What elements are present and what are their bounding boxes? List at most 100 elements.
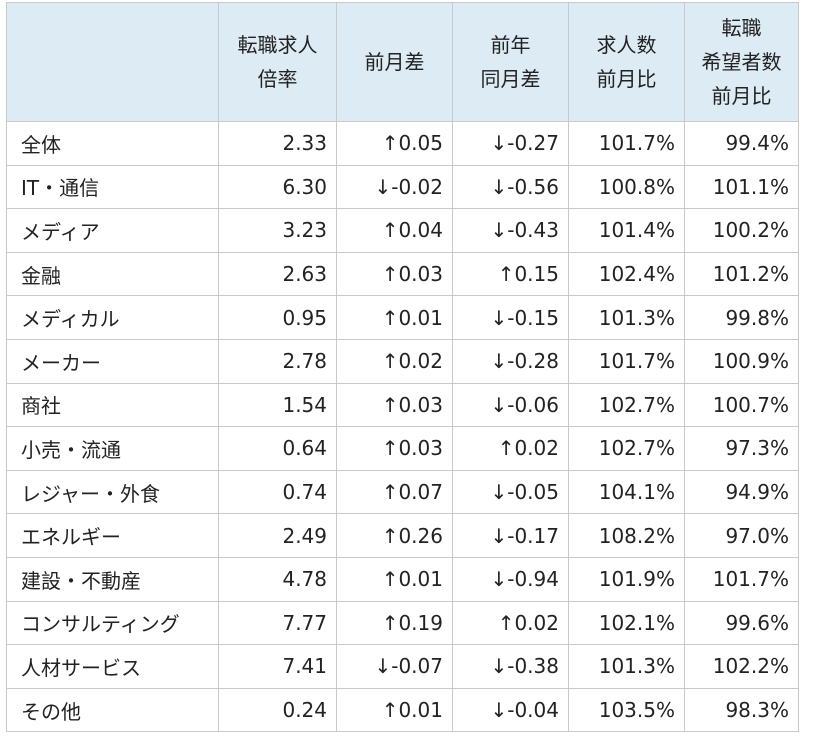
- cell-seekers: 97.3%: [684, 426, 799, 471]
- header-jobs: 求人数 前月比: [568, 2, 685, 122]
- cell-jobs: 102.7%: [568, 426, 685, 471]
- cell-industry: IT・通信: [6, 164, 219, 210]
- cell-mom: ↑0.07: [336, 469, 453, 515]
- cell-mom: ↑0.02: [336, 338, 453, 384]
- cell-yoy: ↓-0.06: [452, 382, 569, 428]
- cell-ratio: 2.63: [218, 251, 337, 297]
- header-mom: 前月差: [336, 2, 453, 122]
- cell-seekers: 99.6%: [684, 600, 799, 646]
- cell-jobs: 101.7%: [568, 338, 685, 384]
- table-row: 人材サービス 7.41 ↓-0.07 ↓-0.38 101.3% 102.2%: [6, 644, 799, 689]
- table-row: エネルギー 2.49 ↑0.26 ↓-0.17 108.2% 97.0%: [6, 513, 799, 558]
- cell-industry: メーカー: [6, 338, 219, 384]
- header-ratio-line-2: 倍率: [257, 67, 298, 91]
- table-row: コンサルティング 7.77 ↑0.19 ↑0.02 102.1% 99.6%: [6, 600, 799, 646]
- cell-seekers: 102.2%: [684, 644, 799, 689]
- cell-jobs: 101.3%: [568, 295, 685, 340]
- header-yoy-line-2: 同月差: [480, 67, 541, 91]
- cell-ratio: 0.24: [218, 687, 337, 733]
- cell-seekers: 97.0%: [684, 513, 799, 558]
- header-seekers: 転職 希望者数 前月比: [684, 2, 799, 122]
- header-ratio-line-1: 転職求人: [237, 33, 318, 57]
- cell-yoy: ↓-0.04: [452, 687, 569, 733]
- cell-yoy: ↓-0.17: [452, 513, 569, 558]
- cell-mom: ↑0.03: [336, 382, 453, 428]
- table-row: メディカル 0.95 ↑0.01 ↓-0.15 101.3% 99.8%: [6, 295, 799, 340]
- cell-seekers: 99.8%: [684, 295, 799, 340]
- cell-mom: ↑0.26: [336, 513, 453, 558]
- cell-jobs: 102.7%: [568, 382, 685, 428]
- cell-seekers: 94.9%: [684, 469, 799, 515]
- cell-mom: ↑0.01: [336, 687, 453, 733]
- cell-ratio: 1.54: [218, 382, 337, 428]
- header-seekers-line-3: 前月比: [711, 84, 772, 108]
- cell-ratio: 7.41: [218, 644, 337, 689]
- cell-yoy: ↑0.02: [452, 600, 569, 646]
- table-body: 全体 2.33 ↑0.05 ↓-0.27 101.7% 99.4% IT・通信 …: [6, 121, 799, 733]
- cell-yoy: ↓-0.28: [452, 338, 569, 384]
- header-ratio: 転職求人 倍率: [218, 2, 337, 122]
- cell-jobs: 100.8%: [568, 164, 685, 210]
- cell-jobs: 101.9%: [568, 556, 685, 602]
- cell-seekers: 99.4%: [684, 121, 799, 166]
- cell-industry: メディカル: [6, 295, 219, 340]
- table-row: IT・通信 6.30 ↓-0.02 ↓-0.56 100.8% 101.1%: [6, 164, 799, 210]
- cell-industry: コンサルティング: [6, 600, 219, 646]
- header-industry: [6, 2, 219, 122]
- cell-yoy: ↓-0.15: [452, 295, 569, 340]
- table-row: 商社 1.54 ↑0.03 ↓-0.06 102.7% 100.7%: [6, 382, 799, 428]
- cell-seekers: 100.7%: [684, 382, 799, 428]
- cell-yoy: ↓-0.27: [452, 121, 569, 166]
- cell-yoy: ↓-0.05: [452, 469, 569, 515]
- cell-mom: ↑0.04: [336, 208, 453, 253]
- header-mom-line-1: 前月差: [364, 50, 425, 74]
- cell-yoy: ↓-0.56: [452, 164, 569, 210]
- header-seekers-line-1: 転職: [721, 16, 762, 40]
- table-row: 全体 2.33 ↑0.05 ↓-0.27 101.7% 99.4%: [6, 121, 799, 166]
- cell-ratio: 4.78: [218, 556, 337, 602]
- table-row: レジャー・外食 0.74 ↑0.07 ↓-0.05 104.1% 94.9%: [6, 469, 799, 515]
- table-row: メーカー 2.78 ↑0.02 ↓-0.28 101.7% 100.9%: [6, 338, 799, 384]
- cell-jobs: 101.4%: [568, 208, 685, 253]
- header-yoy: 前年 同月差: [452, 2, 569, 122]
- cell-yoy: ↓-0.43: [452, 208, 569, 253]
- cell-industry: レジャー・外食: [6, 469, 219, 515]
- cell-mom: ↑0.19: [336, 600, 453, 646]
- cell-ratio: 0.64: [218, 426, 337, 471]
- cell-seekers: 101.2%: [684, 251, 799, 297]
- cell-seekers: 101.7%: [684, 556, 799, 602]
- cell-ratio: 0.95: [218, 295, 337, 340]
- header-seekers-line-2: 希望者数: [701, 50, 782, 74]
- cell-seekers: 98.3%: [684, 687, 799, 733]
- cell-mom: ↑0.03: [336, 426, 453, 471]
- cell-jobs: 101.3%: [568, 644, 685, 689]
- cell-mom: ↓-0.07: [336, 644, 453, 689]
- cell-mom: ↑0.01: [336, 295, 453, 340]
- cell-yoy: ↓-0.38: [452, 644, 569, 689]
- cell-industry: 建設・不動産: [6, 556, 219, 602]
- cell-industry: その他: [6, 687, 219, 733]
- cell-industry: 人材サービス: [6, 644, 219, 689]
- cell-seekers: 100.2%: [684, 208, 799, 253]
- cell-yoy: ↑0.02: [452, 426, 569, 471]
- cell-industry: エネルギー: [6, 513, 219, 558]
- cell-ratio: 2.78: [218, 338, 337, 384]
- cell-jobs: 101.7%: [568, 121, 685, 166]
- cell-jobs: 102.1%: [568, 600, 685, 646]
- table-container: 転職求人 倍率 前月差 前年 同月差 求人数 前月比 転職 希望者数 前月比: [6, 2, 799, 733]
- cell-jobs: 103.5%: [568, 687, 685, 733]
- cell-jobs: 108.2%: [568, 513, 685, 558]
- cell-mom: ↑0.01: [336, 556, 453, 602]
- cell-ratio: 7.77: [218, 600, 337, 646]
- job-ratio-table: 転職求人 倍率 前月差 前年 同月差 求人数 前月比 転職 希望者数 前月比: [6, 2, 799, 733]
- table-row: 小売・流通 0.64 ↑0.03 ↑0.02 102.7% 97.3%: [6, 426, 799, 471]
- cell-jobs: 102.4%: [568, 251, 685, 297]
- cell-jobs: 104.1%: [568, 469, 685, 515]
- cell-yoy: ↓-0.94: [452, 556, 569, 602]
- cell-ratio: 2.49: [218, 513, 337, 558]
- table-row: 建設・不動産 4.78 ↑0.01 ↓-0.94 101.9% 101.7%: [6, 556, 799, 602]
- cell-industry: 金融: [6, 251, 219, 297]
- table-row: メディア 3.23 ↑0.04 ↓-0.43 101.4% 100.2%: [6, 208, 799, 253]
- cell-ratio: 3.23: [218, 208, 337, 253]
- header-row: 転職求人 倍率 前月差 前年 同月差 求人数 前月比 転職 希望者数 前月比: [6, 2, 799, 122]
